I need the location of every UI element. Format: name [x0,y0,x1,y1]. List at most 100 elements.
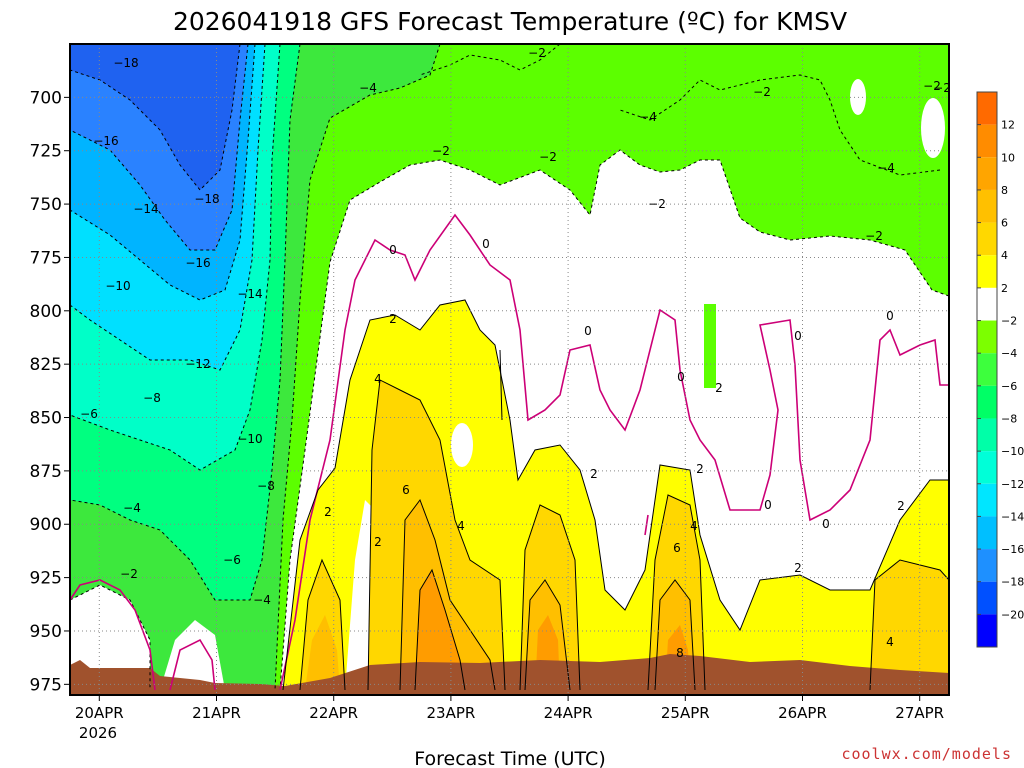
y-tick-label: 975 [30,675,62,695]
contour-label: −4 [253,593,271,607]
contour-label: −2 [120,567,138,581]
contour-label: 6 [402,483,410,497]
positive-isotherms [282,299,949,691]
colorbar-swatch [977,516,997,550]
contour-label: 0 [822,517,830,531]
colorbar-swatch [977,189,997,223]
colorbar-tick-label: −8 [1001,412,1017,425]
y-tick-label: 700 [30,88,62,108]
colorbar-tick-label: −4 [1001,347,1017,360]
y-tick-label: 775 [30,248,62,268]
contour-label: −4 [877,161,895,175]
contour-label: −2 [648,197,666,211]
colorbar-tick-label: 12 [1001,119,1015,132]
colorbar-tick-label: −20 [1001,608,1024,621]
colorbar-swatch [977,581,997,615]
x-tick-label: 21APR [192,704,241,722]
contour-label: 0 [886,309,894,323]
contour-label: −6 [223,553,241,567]
contour-label: −16 [185,256,210,270]
colorbar-swatch [977,549,997,582]
contour-label: −18 [194,192,219,206]
white-hole-23apr [451,423,473,467]
white-hole-27apr-b [921,98,945,158]
y-tick-label: 875 [30,462,62,482]
contour-label: 2 [897,499,905,513]
band-colder-than-minus-18 [70,44,240,190]
x-tick-label: 23APR [426,704,475,722]
contour-label: −16 [93,134,118,148]
x-axis: 20APR 21APR 22APR 23APR 24APR 25APR 26APR 27APR [75,695,944,722]
colorbar-swatch [977,483,997,517]
contour-label: −14 [133,202,158,216]
colorbar-swatch [977,157,997,190]
contour-label: −4 [639,110,657,124]
contour-label: −10 [237,432,262,446]
colorbar-tick-label: 4 [1001,249,1008,262]
y-tick-label: 850 [30,409,62,429]
grid [70,44,949,695]
credit-text: coolwx.com/models [841,745,1012,763]
contour-label: 0 [389,243,397,257]
contour-label: 2 [590,467,598,481]
colorbar-tick-label: 6 [1001,217,1008,230]
y-tick-label: 825 [30,355,62,375]
contour-label: −2 [865,229,883,243]
colorbar-swatch [977,287,997,321]
colorbar-swatch [977,222,997,256]
contour-label: 2 [794,561,802,575]
colorbar-swatch [977,385,997,419]
colorbar-tick-label: −10 [1001,445,1024,458]
contour-label: −4 [359,81,377,95]
contour-label: −6 [80,407,98,421]
contour-label: −8 [257,479,275,493]
contour-label: 2 [715,381,723,395]
plot-frame [69,43,950,696]
x-tick-label: 20APR [75,704,124,722]
y-tick-label: 925 [30,569,62,589]
y-tick-label: 900 [30,515,62,535]
colorbar-tick-label: −6 [1001,380,1017,393]
x-axis-label: Forecast Time (UTC) [414,748,605,768]
white-pocket-left [70,585,150,690]
contour-label: −8 [143,391,161,405]
contour-label: −2 [539,150,557,164]
contour-label: −2 [923,79,941,93]
band-plus-6-to-plus-8 [305,500,695,690]
x-tick-label: 26APR [778,704,827,722]
contour-label: −2 [753,85,771,99]
contour-label: −2 [528,46,546,60]
chart-title: 2026041918 GFS Forecast Temperature (ºC)… [173,7,847,36]
contour-label: 6 [673,541,681,555]
plot-area: −18 −16 −14 −10 −6 −4 −2 −18 −16 −14 −12 −8 −10 −8 −6 −… [70,44,951,695]
contour-label: 4 [457,519,465,533]
band-plus-4-to-plus-6 [300,380,949,690]
contour-label: 0 [677,370,685,384]
contour-label: 2 [324,505,332,519]
colorbar-tick-label: 8 [1001,184,1008,197]
contour-label: −18 [113,56,138,70]
colorbar-tick-label: −16 [1001,543,1024,556]
contour-label: 4 [886,635,894,649]
contour-label: 0 [482,237,490,251]
contour-label: −12 [185,357,210,371]
colorbar-swatch [977,614,997,647]
y-tick-label: 725 [30,142,62,162]
x-year-label: 2026 [79,724,117,742]
colorbar-tick-label: −18 [1001,576,1024,589]
contour-label: −2 [933,81,951,95]
green-island-26apr [748,208,760,222]
contour-label: −14 [237,287,262,301]
band-plus-8-to-plus-10 [415,570,690,690]
colorbar-tick-label: 2 [1001,282,1008,295]
negative-isotherms [70,44,949,691]
green-island-25apr [704,304,716,388]
contour-label: −4 [123,501,141,515]
colorbar-swatch [977,451,997,484]
contour-label: −10 [105,279,130,293]
colorbar-swatch [977,92,997,125]
x-tick-label: 24APR [544,704,593,722]
x-tick-label: 27APR [895,704,944,722]
x-tick-label: 25APR [661,704,710,722]
